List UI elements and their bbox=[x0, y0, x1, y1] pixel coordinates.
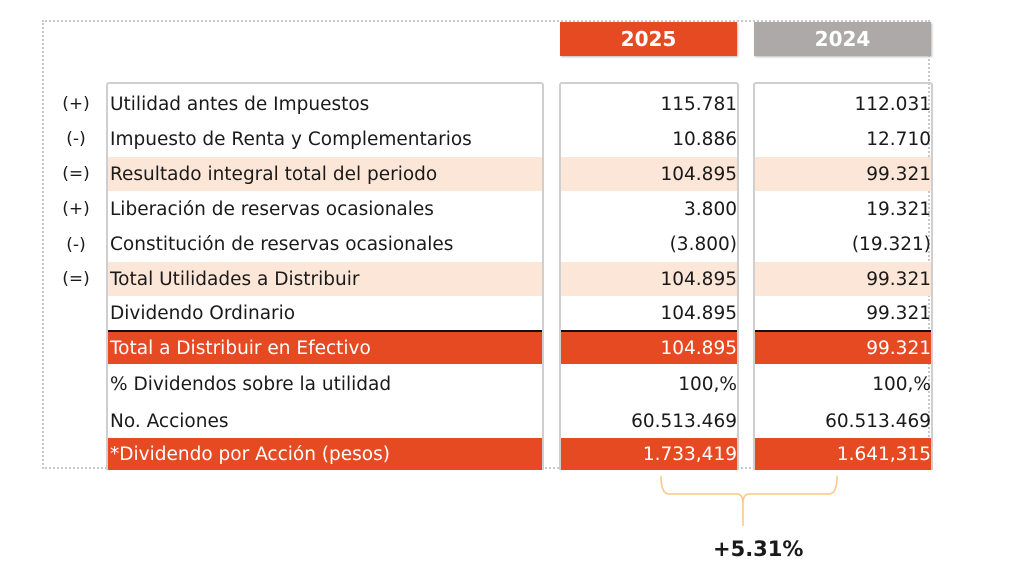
row-label: Liberación de reservas ocasionales bbox=[110, 198, 434, 220]
row-label: Dividendo Ordinario bbox=[110, 302, 296, 324]
value-2024: (19.321) bbox=[851, 234, 931, 255]
value-2024: 100,% bbox=[872, 374, 931, 395]
value-2024: 60.513.469 bbox=[825, 411, 931, 432]
value-2025: 104.895 bbox=[660, 302, 737, 324]
value-2024: 99.321 bbox=[755, 157, 931, 191]
column-2024 bbox=[753, 82, 933, 470]
header-2024: 2024 bbox=[754, 22, 931, 56]
row-sign: (=) bbox=[62, 269, 90, 289]
header-2025: 2025 bbox=[560, 22, 737, 56]
row-sign bbox=[58, 405, 94, 438]
row-label: Utilidad antes de Impuestos bbox=[110, 93, 370, 115]
value-2025: 3.800 bbox=[684, 198, 737, 220]
row-label: Resultado integral total del periodo bbox=[108, 157, 542, 191]
value-2025: 115.781 bbox=[660, 93, 737, 115]
value-2025: 104.895 bbox=[561, 157, 737, 191]
row-sign bbox=[58, 438, 94, 470]
value-2024: 19.321 bbox=[866, 198, 931, 220]
row-sign: (-) bbox=[66, 129, 86, 149]
row-sign: (-) bbox=[66, 234, 86, 255]
row-label: Total a Distribuir en Efectivo bbox=[108, 330, 542, 364]
row-label: *Dividendo por Acción (pesos) bbox=[108, 438, 542, 470]
row-sign bbox=[58, 364, 94, 405]
value-2024: 99.321 bbox=[755, 330, 931, 364]
label-column bbox=[106, 82, 544, 470]
value-2025: 1.733,419 bbox=[561, 438, 737, 470]
row-label: % Dividendos sobre la utilidad bbox=[110, 374, 392, 395]
column-2025 bbox=[559, 82, 739, 470]
row-sign: (+) bbox=[62, 199, 90, 219]
value-2025: 104.895 bbox=[561, 330, 737, 364]
value-2025: 60.513.469 bbox=[631, 411, 737, 432]
row-sign bbox=[58, 296, 94, 330]
row-label: Impuesto de Renta y Complementarios bbox=[110, 128, 472, 150]
value-2025: (3.800) bbox=[669, 234, 737, 255]
row-sign: (=) bbox=[62, 164, 90, 184]
row-label: No. Acciones bbox=[110, 411, 229, 432]
row-sign: (+) bbox=[62, 94, 90, 114]
row-label: Total Utilidades a Distribuir bbox=[108, 262, 542, 296]
brace-icon bbox=[660, 475, 838, 526]
dividend-change-percent: +5.31% bbox=[713, 537, 804, 561]
value-2025: 100,% bbox=[678, 374, 737, 395]
value-2024: 112.031 bbox=[854, 93, 931, 115]
value-2025: 10.886 bbox=[672, 128, 737, 150]
row-label: Constitución de reservas ocasionales bbox=[110, 234, 454, 255]
row-sign bbox=[58, 330, 94, 364]
value-2024: 12.710 bbox=[866, 128, 931, 150]
value-2024: 99.321 bbox=[866, 302, 931, 324]
value-2025: 104.895 bbox=[561, 262, 737, 296]
value-2024: 99.321 bbox=[755, 262, 931, 296]
value-2024: 1.641,315 bbox=[755, 438, 931, 470]
